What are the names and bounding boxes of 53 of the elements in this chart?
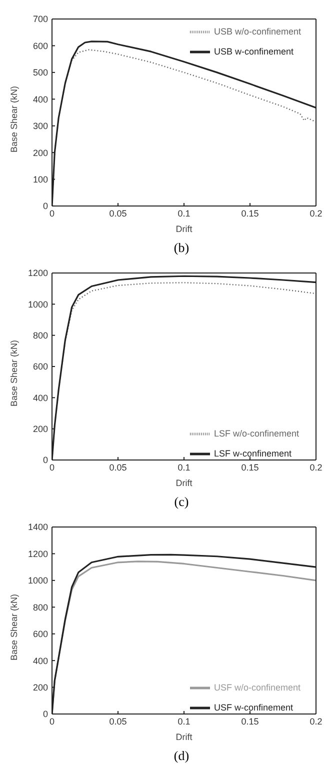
y-tick-label: 0 (42, 709, 48, 720)
y-tick-label: 100 (32, 174, 48, 184)
x-tick-label: 0 (49, 716, 55, 726)
y-axis-title: Base Shear (kN) (9, 594, 20, 660)
x-tick-label: 0.15 (241, 208, 259, 218)
y-tick-label: 300 (32, 121, 48, 132)
y-tick-label: 800 (32, 602, 48, 612)
text: (c) (173, 494, 190, 510)
x-tick-label: 0 (49, 462, 55, 472)
legend-label: USB w-confinement (214, 46, 294, 56)
y-tick-label: 400 (32, 656, 48, 666)
x-tick-label: 0.1 (178, 208, 190, 218)
legend-label: USF w-confinement (214, 702, 294, 712)
y-axis-title: Base Shear (kN) (9, 86, 20, 152)
y-tick-label: 0 (42, 455, 48, 466)
x-tick-label: 0.15 (241, 462, 259, 472)
y-tick-label: 1000 (28, 299, 48, 310)
legend-label: LSF w/o-confinement (214, 428, 300, 438)
y-tick-label: 800 (32, 330, 48, 341)
y-tick-label: 1200 (28, 268, 48, 278)
y-tick-label: 1000 (28, 576, 48, 586)
y-axis-title: Base Shear (kN) (9, 340, 20, 406)
x-tick-label: 0.2 (310, 716, 322, 726)
x-tick-label: 0.1 (178, 462, 190, 472)
x-tick-label: 0.05 (109, 716, 127, 726)
x-axis-title: Drift (176, 732, 193, 742)
y-tick-label: 1200 (28, 548, 48, 559)
y-tick-label: 600 (32, 40, 48, 51)
x-axis-title: Drift (176, 224, 193, 234)
x-tick-label: 0.05 (109, 462, 127, 472)
text: (b) (172, 240, 190, 256)
x-tick-label: 0.2 (310, 208, 322, 218)
x-tick-label: 0.2 (310, 462, 322, 472)
x-tick-label: 0 (49, 208, 55, 218)
y-tick-label: 600 (32, 362, 48, 372)
legend-label: LSF w-confinement (214, 448, 292, 458)
y-tick-label: 700 (32, 14, 48, 24)
y-tick-label: 400 (32, 94, 48, 104)
x-tick-label: 0.1 (178, 716, 190, 726)
y-tick-label: 600 (32, 629, 48, 640)
y-tick-label: 200 (32, 148, 48, 158)
x-tick-label: 0.05 (109, 208, 127, 218)
y-tick-label: 400 (32, 392, 48, 403)
text: (d) (172, 748, 190, 764)
y-tick-label: 200 (32, 682, 48, 692)
y-tick-label: 0 (42, 201, 48, 212)
y-tick-label: 500 (32, 68, 48, 78)
legend-label: USF w/o-confinement (214, 682, 301, 692)
y-tick-label: 1400 (28, 522, 48, 532)
y-tick-label: 200 (32, 424, 48, 434)
x-axis-title: Drift (176, 478, 193, 488)
legend-label: USB w/o-confinement (214, 26, 302, 36)
x-tick-label: 0.15 (241, 716, 259, 726)
